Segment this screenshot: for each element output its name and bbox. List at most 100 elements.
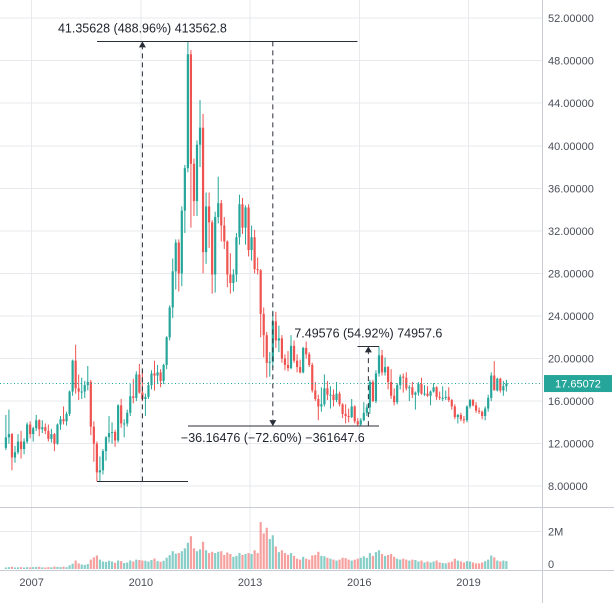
candle[interactable]	[435, 387, 438, 397]
candle[interactable]	[368, 381, 371, 408]
volume-bar[interactable]	[126, 562, 129, 569]
volume-bar[interactable]	[92, 557, 95, 569]
volume-bar[interactable]	[329, 558, 332, 569]
volume-bar[interactable]	[371, 555, 375, 569]
candle[interactable]	[456, 414, 459, 418]
volume-bar[interactable]	[350, 560, 353, 569]
candle[interactable]	[426, 393, 429, 396]
volume-bar[interactable]	[417, 561, 420, 570]
candle[interactable]	[7, 434, 11, 438]
candle[interactable]	[393, 395, 396, 403]
candle[interactable]	[283, 358, 287, 365]
volume-bar[interactable]	[62, 566, 65, 569]
volume-bar[interactable]	[386, 554, 390, 569]
candle[interactable]	[305, 347, 308, 355]
volume-bars[interactable]	[4, 522, 508, 570]
candle[interactable]	[326, 388, 329, 395]
candle[interactable]	[244, 207, 247, 228]
volume-bar[interactable]	[356, 558, 359, 569]
candle[interactable]	[168, 307, 171, 338]
candle[interactable]	[150, 373, 153, 386]
volume-bar[interactable]	[7, 567, 11, 569]
candle[interactable]	[250, 237, 253, 251]
candle[interactable]	[380, 355, 384, 373]
candle[interactable]	[332, 394, 335, 401]
volume-bar[interactable]	[447, 562, 450, 569]
candle[interactable]	[253, 237, 256, 270]
candle[interactable]	[180, 210, 183, 274]
candle[interactable]	[198, 127, 202, 145]
volume-bar[interactable]	[4, 567, 7, 570]
volume-bar[interactable]	[16, 567, 20, 569]
volume-bar[interactable]	[26, 567, 29, 569]
candle[interactable]	[113, 431, 117, 441]
candle[interactable]	[383, 367, 387, 373]
volume-bar[interactable]	[241, 554, 244, 569]
candle[interactable]	[274, 321, 277, 341]
candle[interactable]	[441, 397, 444, 399]
candle[interactable]	[50, 434, 53, 439]
candle[interactable]	[22, 441, 26, 449]
candle[interactable]	[192, 163, 196, 202]
volume-bar[interactable]	[156, 561, 159, 569]
candle[interactable]	[101, 451, 105, 471]
volume-bar[interactable]	[295, 558, 299, 569]
volume-bar[interactable]	[132, 561, 135, 570]
volume-bar[interactable]	[101, 561, 105, 570]
candle[interactable]	[74, 360, 77, 389]
candle[interactable]	[487, 397, 490, 409]
volume-bar[interactable]	[493, 557, 496, 569]
volume-bar[interactable]	[171, 551, 174, 569]
volume-bar[interactable]	[113, 562, 117, 569]
candle[interactable]	[126, 412, 129, 424]
volume-bar[interactable]	[411, 559, 414, 569]
volume-bar[interactable]	[335, 560, 338, 569]
candle[interactable]	[359, 420, 362, 425]
candle[interactable]	[241, 204, 244, 228]
candle[interactable]	[323, 388, 326, 405]
candle[interactable]	[289, 345, 293, 369]
volume-bar[interactable]	[47, 567, 50, 569]
volume-bar[interactable]	[129, 560, 132, 569]
candle[interactable]	[493, 375, 496, 391]
volume-bar[interactable]	[283, 553, 287, 569]
volume-bar[interactable]	[74, 560, 77, 569]
candle[interactable]	[265, 335, 268, 363]
volume-bar[interactable]	[168, 555, 171, 569]
volume-bar[interactable]	[268, 539, 271, 569]
candle[interactable]	[107, 433, 111, 438]
candle[interactable]	[235, 237, 238, 275]
volume-bar[interactable]	[487, 559, 490, 569]
volume-bar[interactable]	[444, 563, 447, 569]
volume-bar[interactable]	[271, 535, 274, 569]
candle[interactable]	[417, 384, 420, 393]
volume-bar[interactable]	[165, 557, 168, 569]
candle[interactable]	[71, 360, 74, 392]
volume-bar[interactable]	[211, 551, 214, 569]
candle[interactable]	[35, 420, 38, 429]
volume-bar[interactable]	[123, 563, 126, 569]
volume-bar[interactable]	[32, 567, 35, 569]
volume-bar[interactable]	[420, 560, 423, 569]
volume-bar[interactable]	[141, 560, 144, 569]
volume-bar[interactable]	[232, 556, 235, 569]
volume-bar[interactable]	[286, 554, 290, 569]
candle[interactable]	[135, 374, 138, 398]
candle[interactable]	[62, 419, 65, 422]
volume-bar[interactable]	[429, 562, 432, 569]
volume-bar[interactable]	[183, 548, 186, 569]
candle[interactable]	[374, 373, 378, 402]
volume-bar[interactable]	[377, 550, 381, 569]
volume-bar[interactable]	[153, 558, 156, 570]
candle[interactable]	[132, 396, 135, 398]
candle[interactable]	[16, 441, 20, 453]
volume-bar[interactable]	[71, 563, 74, 569]
volume-bar[interactable]	[341, 557, 344, 569]
candle[interactable]	[347, 416, 350, 418]
candle[interactable]	[411, 387, 414, 395]
volume-bar[interactable]	[186, 542, 189, 569]
candle[interactable]	[423, 393, 426, 395]
price-candles[interactable]	[4, 41, 508, 482]
volume-bar[interactable]	[320, 555, 323, 569]
candle[interactable]	[420, 384, 423, 394]
